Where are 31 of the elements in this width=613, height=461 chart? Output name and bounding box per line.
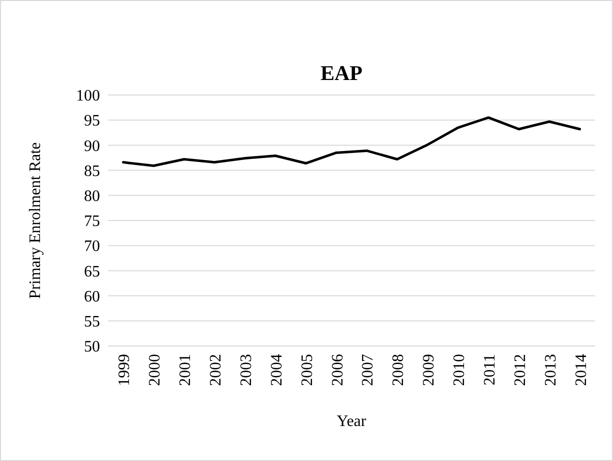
- x-tick-label: 2011: [481, 354, 498, 386]
- x-tick-label: 2006: [329, 354, 346, 386]
- y-tick-label: 70: [84, 238, 100, 256]
- y-tick-label: 50: [84, 338, 100, 356]
- x-tick-label: 2000: [146, 354, 164, 386]
- line-series: [122, 116, 582, 168]
- x-tick-label: 2002: [208, 354, 225, 386]
- x-tick-label: 2005: [298, 354, 316, 386]
- y-tick-label: 80: [84, 188, 100, 205]
- y-axis-title: Primary Enrolment Rate: [27, 142, 44, 299]
- x-tick-label: 2001: [177, 354, 194, 386]
- y-tick-label: 60: [84, 288, 100, 306]
- x-tick-label: 2007: [360, 354, 377, 386]
- y-tick-label: 55: [84, 314, 100, 330]
- x-tick-label: 2012: [512, 354, 529, 386]
- x-tick-label: 2010: [451, 354, 468, 386]
- y-tick-label: 90: [84, 138, 100, 155]
- x-tick-label: 2013: [542, 354, 560, 386]
- chart-title: EAP: [320, 61, 363, 85]
- x-tick-label: 2008: [390, 354, 408, 386]
- x-axis-title: Year: [336, 413, 367, 430]
- y-tick-label: 65: [84, 263, 100, 280]
- x-tick-label: 1999: [116, 354, 134, 386]
- x-tick-label: 2003: [238, 354, 255, 386]
- y-tick-label: 85: [84, 162, 100, 180]
- x-tick-label: 2014: [572, 354, 590, 386]
- x-tick-label: 2009: [420, 354, 438, 386]
- y-tick-label: 100: [76, 88, 100, 105]
- y-tick-label: 75: [84, 213, 100, 230]
- x-tick-label: 2004: [268, 354, 286, 386]
- y-tick-label: 95: [84, 112, 100, 130]
